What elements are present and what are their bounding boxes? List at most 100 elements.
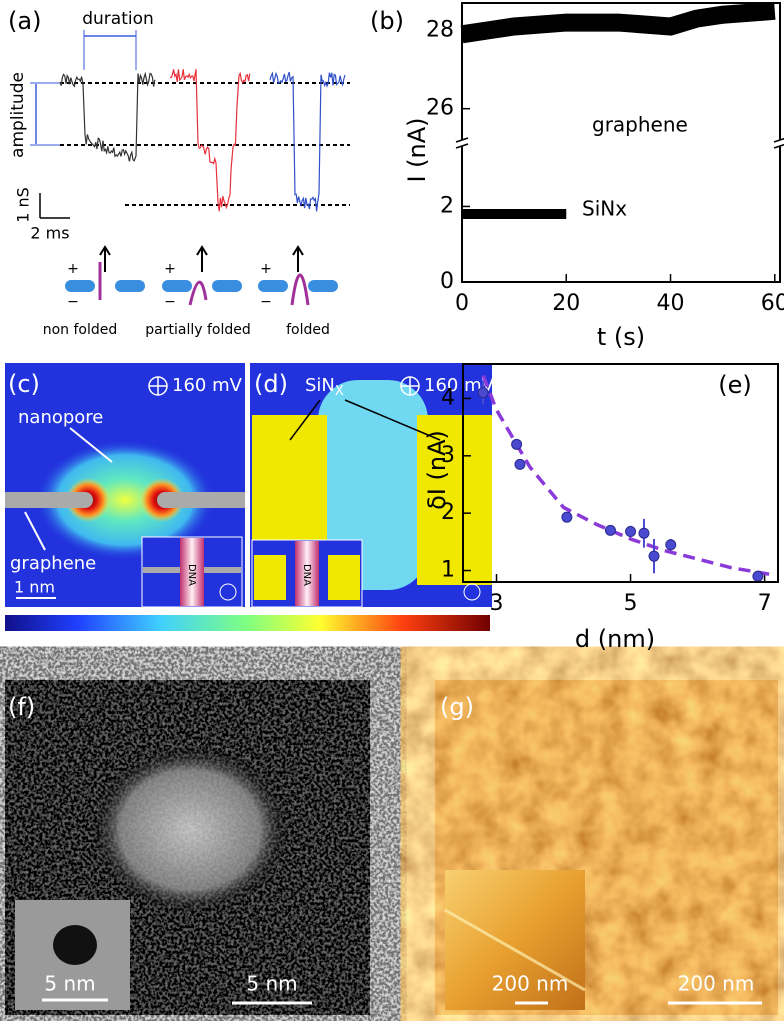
- scale-label: 1 nm: [14, 578, 55, 597]
- break-mark: [773, 137, 784, 143]
- state-label: non folded: [43, 322, 118, 338]
- x-tick-label: 0: [455, 291, 469, 316]
- data-point: [604, 524, 616, 536]
- series-annotation: SiNx: [582, 197, 627, 221]
- sinx-block: [417, 415, 492, 585]
- material-label: SiNX: [305, 375, 344, 399]
- field-glow: [35, 440, 215, 560]
- axes-frame: [461, 2, 781, 283]
- voltage: 160 mV: [172, 375, 243, 396]
- y-tick-label: 2: [440, 193, 454, 218]
- nanopore-label: nanopore: [18, 407, 103, 428]
- pointer: [289, 399, 321, 441]
- fit-curve: [481, 374, 772, 577]
- scale-y-label: 1 nS: [14, 187, 33, 223]
- arrow: [196, 245, 208, 272]
- dna-cluster: [90, 745, 290, 915]
- data-point: [638, 527, 650, 539]
- pointer: [344, 399, 441, 441]
- y-tick-label: 3: [441, 443, 455, 468]
- graphene-sheet: [165, 492, 245, 508]
- data-point: [511, 438, 523, 450]
- scale-x-label: 2 ms: [30, 224, 69, 243]
- panel-label: (f): [8, 693, 35, 721]
- x-tick-label: 20: [552, 291, 580, 316]
- panel-label: (c): [8, 370, 40, 398]
- fold-icons: + − + − + −: [65, 245, 338, 310]
- panel-label: (a): [8, 7, 41, 35]
- y-axis-label: I (nA): [403, 117, 431, 182]
- graphene-label: graphene: [10, 553, 96, 574]
- amplitude-label: amplitude: [8, 72, 28, 158]
- ground: [463, 583, 481, 601]
- break-mark: [455, 143, 469, 149]
- panel-label: (b): [370, 7, 404, 35]
- plus-sign: +: [260, 261, 272, 277]
- arrow: [99, 245, 111, 272]
- axes-frame: [462, 363, 779, 583]
- data-point: [665, 539, 677, 551]
- pointer: [69, 427, 113, 463]
- graphene-sheet: [5, 492, 85, 508]
- x-tick-label: 3: [490, 591, 504, 616]
- panel-a: (a) duration amplitude 1 nS 2 ms +−+−+− …: [8, 7, 350, 338]
- membrane: [258, 280, 288, 292]
- panel-g: (g) 200 nm 200 nm: [435, 680, 778, 1015]
- x-axis-label: t (s): [597, 323, 645, 351]
- traces: [59, 69, 346, 212]
- plus-electrode: [149, 377, 167, 395]
- panel-d: (d) SiNX 160 mV DNA: [250, 363, 495, 608]
- plus-sign: +: [164, 261, 176, 277]
- membrane: [115, 280, 145, 292]
- data-point: [561, 511, 573, 523]
- state-label: folded: [286, 322, 330, 338]
- inset-scale-label: 5 nm: [44, 972, 95, 996]
- axis-break: [458, 140, 466, 146]
- x-axis-label: d (nm): [575, 625, 655, 653]
- material: SiN: [305, 375, 335, 396]
- dna-strand: [290, 273, 310, 306]
- panel-c: (c) 160 mV nanopore graphene 1 nm DNA: [5, 363, 245, 608]
- colorbar: [5, 615, 490, 631]
- material-sub: X: [335, 384, 344, 399]
- inset-sinx: [328, 555, 360, 600]
- y-tick-label: 26: [426, 96, 454, 121]
- x-tick-label: 5: [624, 591, 638, 616]
- ground: [219, 583, 237, 601]
- graphene-edge: [157, 492, 173, 508]
- x-tick-label: 40: [657, 291, 685, 316]
- y-axis-label: δI (nA): [423, 430, 451, 510]
- membrane: [162, 280, 192, 292]
- y-tick-label: 0: [440, 269, 454, 294]
- field-glow: [318, 380, 428, 590]
- panel-label: (d): [254, 370, 288, 398]
- data-point: [648, 550, 660, 562]
- trace: [269, 71, 346, 212]
- inset-dna: [180, 538, 204, 606]
- series-annotation: graphene: [592, 113, 688, 137]
- voltage: 160 mV: [424, 375, 495, 396]
- arrow: [292, 245, 304, 272]
- x-tick-label: 60: [761, 291, 784, 316]
- y-tick-label: 2: [441, 500, 455, 525]
- trace: [59, 71, 156, 162]
- inset-scale-label: 200 nm: [492, 972, 569, 996]
- duration-label: duration: [82, 9, 154, 29]
- dna-strand: [188, 280, 208, 306]
- current-trace: [460, 1, 776, 44]
- y-tick-label: 28: [426, 17, 454, 42]
- pointer: [24, 511, 46, 551]
- panel-label: (g): [440, 693, 474, 721]
- y-tick-label: 1: [441, 558, 455, 583]
- scale-label: 200 nm: [678, 972, 755, 996]
- data-point: [514, 458, 526, 470]
- pore: [53, 925, 97, 965]
- panel-f: (f) 5 nm 5 nm: [5, 680, 370, 1015]
- graphene-edge: [77, 492, 93, 508]
- data-point: [477, 387, 489, 399]
- axis-break: [776, 140, 784, 146]
- minus-sign: −: [260, 294, 272, 310]
- membrane: [308, 280, 338, 292]
- membrane: [212, 280, 242, 292]
